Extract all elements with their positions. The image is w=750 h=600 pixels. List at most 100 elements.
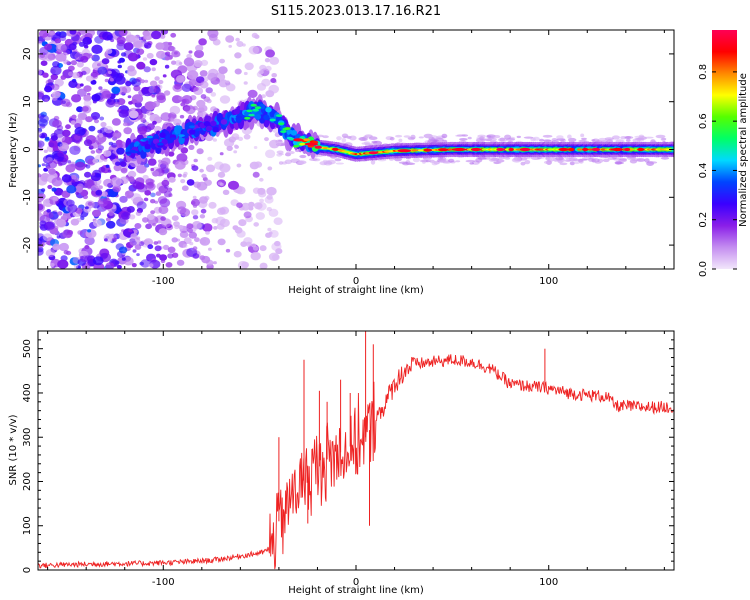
spectrogram-noise-blob [267,166,273,171]
spectrogram-noise-blob [217,171,226,178]
spectrogram-noise-blob [85,116,93,123]
spectrogram-noise-blob [212,138,217,142]
snr-panel: -100 0 100 0 100 200 300 400 500 Height of strai… [8,330,675,596]
spectrogram-noise-blob [105,217,111,222]
spectrogram-noise-blob [118,143,124,148]
spectrogram-ridge-cell [303,138,310,142]
spectrogram-noise-blob [368,136,378,140]
spectrogram-peak-cell [314,145,322,149]
spectrogram-noise-blob [559,162,568,166]
spectrogram-noise-blob [83,139,93,147]
spectrogram-noise-blob [100,121,107,128]
spectrogram-noise-blob [174,160,186,170]
spectrogram-noise-blob [101,58,110,65]
spectrogram-noise-blob [164,191,172,198]
spectrogram-noise-blob [92,158,99,164]
spectrogram-noise-blob [47,184,53,190]
spectrogram-noise-blob [46,209,51,213]
spectrogram-noise-blob [171,252,179,258]
spectrogram-noise-blob [173,221,180,227]
spectrogram-noise-blob [281,161,288,165]
spectrogram-peak-cell [304,142,319,146]
spectrogram-noise-blob [55,52,67,62]
spectrogram-noise-blob [156,92,166,101]
spectrogram-noise-blob [111,237,117,242]
spectrogram-noise-blob [219,152,224,156]
spectrogram-noise-blob [198,38,207,46]
spectrogram-noise-blob [99,116,105,121]
spectrogram-noise-blob [171,237,178,243]
spectrogram-ridge-cell [263,114,270,121]
spectrogram-noise-blob [225,35,235,43]
spectrogram-noise-blob [520,161,526,166]
spectrogram-noise-blob [122,122,128,127]
spectrogram-noise-blob [40,60,48,66]
spectrogram-noise-blob [164,64,170,69]
spectrogram-noise-blob [231,133,240,140]
spectrogram-noise-blob [98,133,104,138]
spectrogram-noise-blob [95,189,103,196]
spectrogram-noise-blob [196,99,206,108]
spectrogram-noise-blob [255,212,265,220]
spectrogram-noise-blob [160,112,172,122]
spectrogram-ridge-cell [299,142,306,146]
spectrogram-noise-blob [174,83,182,90]
spectrogram-noise-blob [135,211,142,217]
spectrogram-noise-blob [74,177,80,182]
spectrogram-noise-blob [116,147,125,155]
colorbar-tick-label: 0.6 [698,113,709,129]
spectrogram-noise-blob [269,230,279,238]
spectrogram-noise-blob [173,118,182,126]
spectrogram-noise-blob [156,253,161,258]
spectrogram-noise-blob [123,256,134,266]
spectrogram-noise-blob [131,94,144,104]
spectrogram-ridge-cell [203,121,211,127]
spectrogram-noise-blob [146,123,155,131]
snr-ytick-label: 400 [22,383,33,402]
spectrogram-xtick-label: 0 [353,276,359,287]
spectrogram-noise-blob [233,250,242,258]
spectrogram-noise-blob [185,105,196,115]
spectrogram-noise-blob [431,161,438,166]
spectrogram-noise-blob [261,78,271,87]
spectrogram-noise-blob [87,229,92,233]
spectrogram-noise-blob [65,232,72,238]
spectrogram-noise-blob [217,238,226,246]
spectrogram-noise-blob [418,136,424,139]
spectrogram-peak-cell [368,151,378,155]
spectrogram-ytick-label: -20 [22,237,33,253]
spectrogram-ridge-cell [278,122,285,126]
colorbar-ticks: 0.0 0.2 0.4 0.6 0.8 [698,64,737,277]
spectrogram-noise-blob [140,118,147,123]
spectrogram-noise-blob [222,189,230,195]
spectrogram-noise-blob [98,166,106,173]
snr-xtick-label: 100 [539,577,558,588]
spectrogram-noise-blob [194,49,204,59]
spectrogram-xtick-label: -100 [152,276,175,287]
spectrogram-noise-blob [144,79,149,83]
spectrogram-noise-blob [200,208,207,214]
spectrogram-noise-blob [136,48,145,55]
spectrogram-noise-blob [577,158,584,163]
spectrogram-noise-blob [475,138,486,143]
spectrogram-noise-blob [158,228,168,236]
spectrogram-noise-blob [127,170,137,178]
spectrogram-noise-blob [128,110,139,119]
spectrogram-noise-blob [48,30,56,36]
spectrogram-noise-blob [266,186,277,196]
spectrogram-noise-blob [493,161,502,164]
spectrogram-noise-blob [551,138,558,141]
spectrogram-noise-blob [140,79,145,84]
spectrogram-noise-blob [196,148,204,155]
spectrogram-noise-blob [192,246,198,251]
spectrogram-noise-blob [45,199,51,204]
spectrogram-noise-blob [191,201,196,205]
spectrogram-noise-blob [105,48,113,54]
spectrogram-noise-blob [57,211,63,216]
spectrogram-noise-blob [403,135,411,138]
spectrogram-noise-blob [91,44,103,54]
spectrogram-noise-blob [107,99,112,103]
spectrogram-noise-blob [132,181,142,190]
spectrogram-noise-blob [249,161,260,170]
